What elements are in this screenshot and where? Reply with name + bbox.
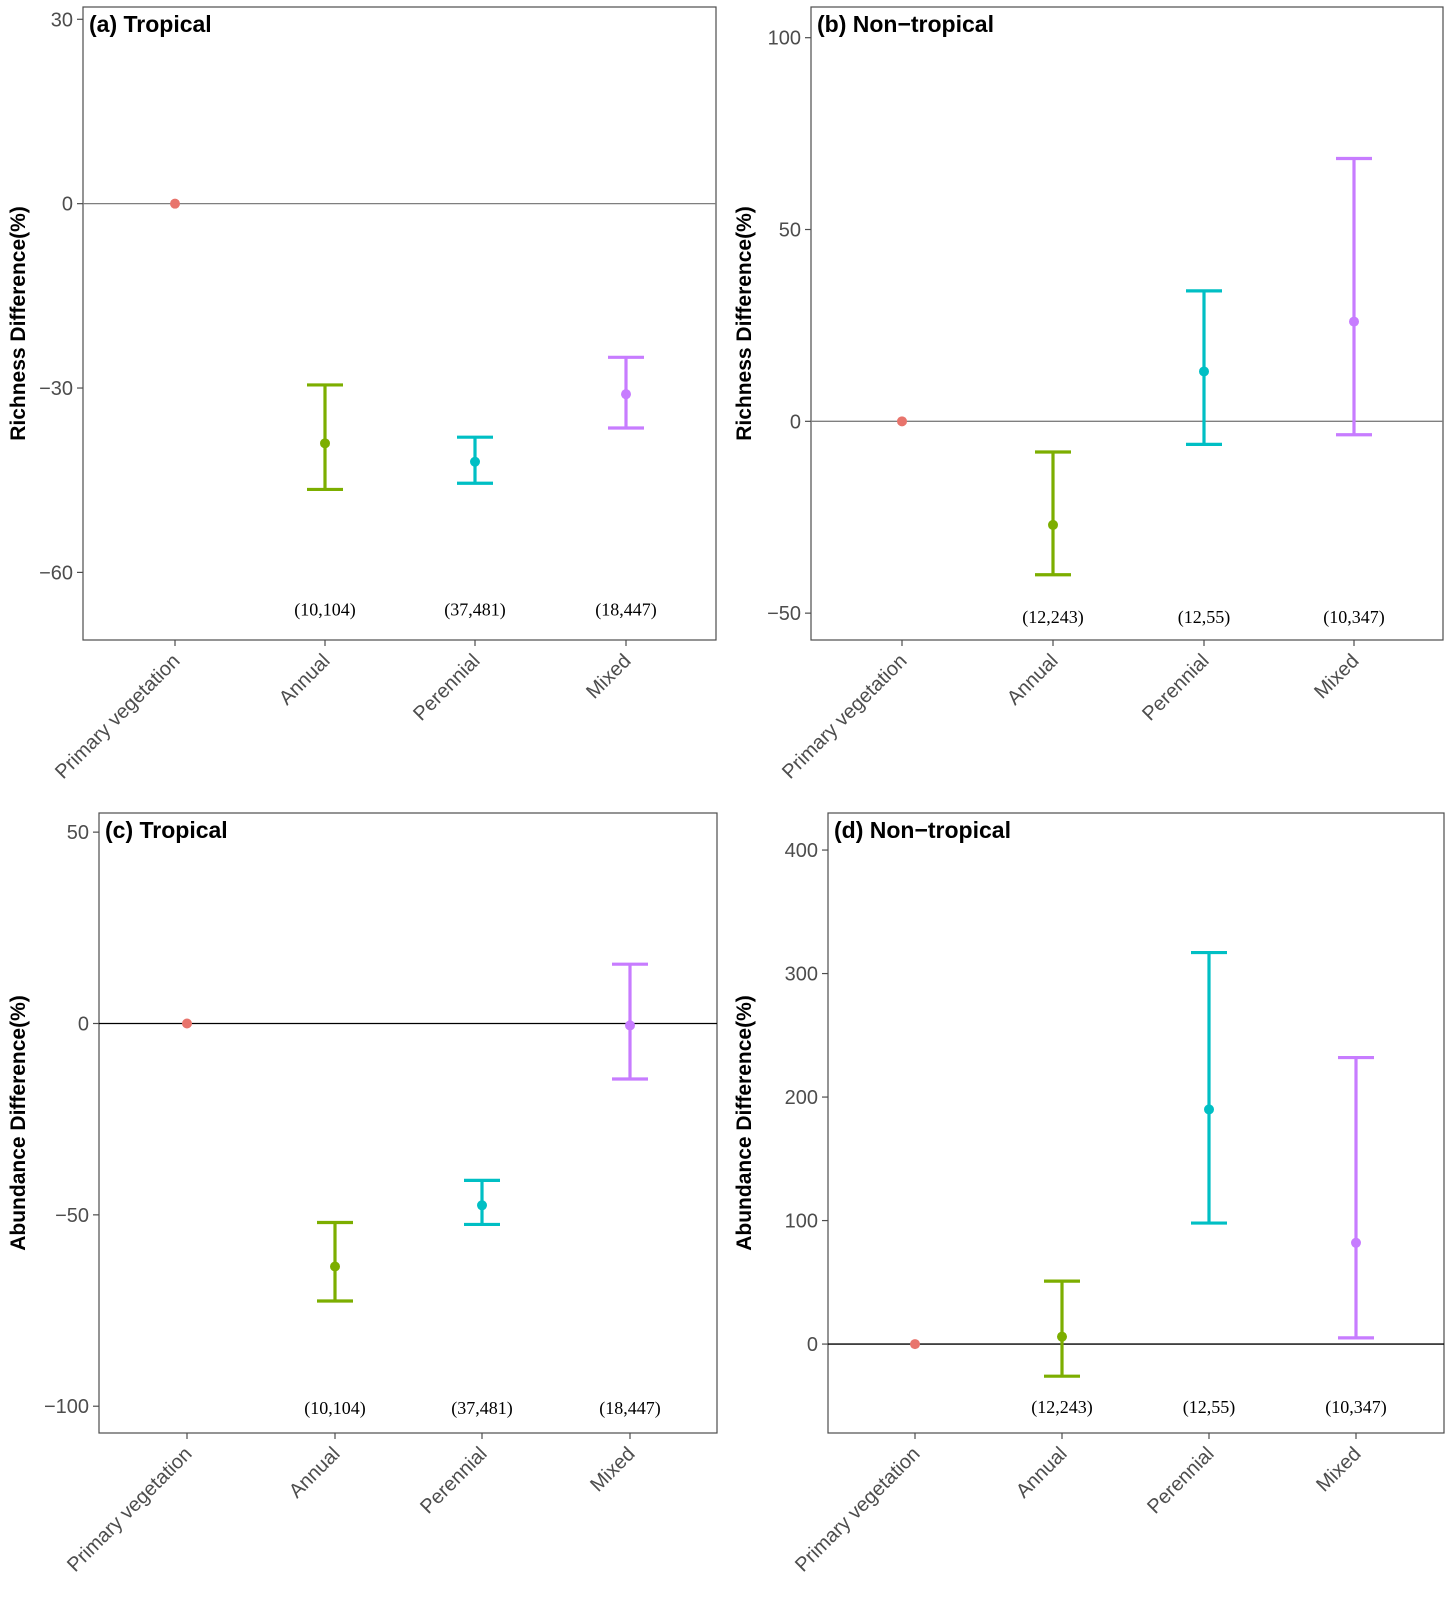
y-tick-label: 0 — [62, 194, 73, 216]
y-tick-label: 200 — [785, 1087, 818, 1109]
y-tick-label: 0 — [78, 1013, 89, 1035]
x-tick-label-primary-vegetation: Primary vegetation — [63, 1443, 196, 1576]
x-tick-label-primary-vegetation: Primary vegetation — [51, 650, 184, 783]
sample-size-label-annual: (10,104) — [294, 599, 356, 620]
panel-a: 30 0 −30 −60 Richness Difference(%) (a) Tropi… — [7, 6, 717, 783]
point-mixed — [1351, 1237, 1361, 1248]
point-primary-vegetation — [897, 416, 907, 427]
panel-frame — [810, 6, 1444, 641]
y-axis-label: Richness Difference(%) — [733, 206, 756, 441]
panel-d: 400 300 200 100 0 Abundance Difference(%) (d) … — [733, 812, 1445, 1576]
panel-frame — [827, 812, 1445, 1434]
sample-size-label-mixed: (10,347) — [1325, 1397, 1387, 1418]
y-tick-label: 100 — [768, 28, 801, 50]
x-tick-label-primary-vegetation: Primary vegetation — [778, 650, 911, 783]
panel-title: (d) Non−tropical — [834, 817, 1011, 843]
sample-size-label-mixed: (18,447) — [595, 599, 657, 620]
x-tick-label-annual: Annual — [1003, 650, 1063, 710]
y-axis-label: Richness Difference(%) — [7, 206, 30, 441]
point-mixed — [1349, 316, 1359, 327]
point-mixed — [621, 389, 631, 400]
y-tick-label: 100 — [785, 1211, 818, 1233]
y-tick-label: −50 — [55, 1205, 89, 1227]
sample-size-label-annual: (12,243) — [1031, 1397, 1093, 1418]
point-perennial — [470, 456, 480, 467]
x-tick-label-annual: Annual — [285, 1443, 345, 1503]
x-tick-label-mixed: Mixed — [1310, 650, 1363, 703]
x-tick-label-annual: Annual — [1012, 1443, 1072, 1503]
panel-b: 100 50 0 −50 Richness Difference(%) (b) Non−t… — [733, 6, 1444, 783]
y-axis-label: Abundance Difference(%) — [733, 995, 756, 1251]
x-tick-label-primary-vegetation: Primary vegetation — [791, 1443, 924, 1576]
point-annual — [320, 438, 330, 449]
point-annual — [1048, 519, 1058, 530]
x-tick-label-perennial: Perennial — [416, 1443, 491, 1518]
x-tick-label-mixed: Mixed — [1312, 1443, 1365, 1496]
panel-frame — [98, 812, 718, 1434]
point-perennial — [477, 1200, 487, 1211]
point-primary-vegetation — [170, 198, 180, 209]
y-tick-label: 400 — [785, 840, 818, 862]
point-perennial — [1199, 366, 1209, 377]
y-tick-label: 50 — [779, 220, 801, 242]
y-tick-label: 0 — [790, 411, 801, 433]
sample-size-label-perennial: (12,55) — [1178, 607, 1231, 628]
panel-c: 50 0 −50 −100 Abundance Difference(%) (c) Tro… — [7, 812, 718, 1576]
point-mixed — [625, 1020, 635, 1031]
point-primary-vegetation — [182, 1018, 192, 1029]
y-tick-label: −100 — [44, 1396, 89, 1418]
sample-size-label-annual: (10,104) — [304, 1398, 366, 1419]
x-tick-label-perennial: Perennial — [409, 650, 484, 725]
sample-size-label-annual: (12,243) — [1022, 607, 1084, 628]
point-perennial — [1204, 1104, 1214, 1115]
sample-size-label-perennial: (37,481) — [444, 599, 506, 620]
panel-title: (c) Tropical — [105, 817, 228, 843]
y-tick-label: −60 — [39, 562, 73, 584]
point-annual — [1057, 1331, 1067, 1342]
x-tick-label-annual: Annual — [275, 650, 335, 710]
point-annual — [330, 1261, 340, 1272]
y-tick-label: −50 — [767, 603, 801, 625]
x-tick-label-mixed: Mixed — [586, 1443, 639, 1496]
y-axis-label: Abundance Difference(%) — [7, 995, 30, 1251]
x-tick-label-mixed: Mixed — [582, 650, 635, 703]
sample-size-label-mixed: (10,347) — [1323, 607, 1385, 628]
y-tick-label: 300 — [785, 964, 818, 986]
x-tick-label-perennial: Perennial — [1138, 650, 1213, 725]
y-tick-label: 30 — [51, 9, 73, 31]
panel-frame — [82, 6, 717, 641]
x-tick-label-perennial: Perennial — [1143, 1443, 1218, 1518]
y-tick-label: 0 — [807, 1334, 818, 1356]
sample-size-label-perennial: (37,481) — [451, 1398, 513, 1419]
panel-title: (b) Non−tropical — [817, 11, 994, 37]
sample-size-label-perennial: (12,55) — [1183, 1397, 1236, 1418]
point-primary-vegetation — [910, 1339, 920, 1350]
panel-title: (a) Tropical — [89, 11, 212, 37]
y-tick-label: −30 — [39, 378, 73, 400]
y-tick-label: 50 — [67, 822, 89, 844]
sample-size-label-mixed: (18,447) — [599, 1398, 661, 1419]
